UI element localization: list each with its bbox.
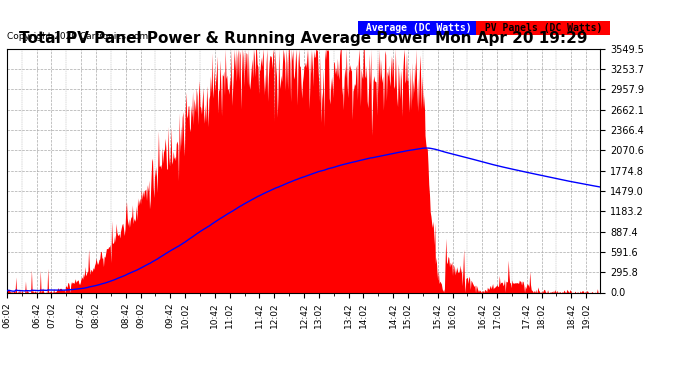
Text: Copyright 2020 Cartronics.com: Copyright 2020 Cartronics.com [7,32,148,41]
Text: Average (DC Watts): Average (DC Watts) [360,23,477,33]
Title: Total PV Panel Power & Running Average Power Mon Apr 20 19:29: Total PV Panel Power & Running Average P… [19,31,588,46]
Text: PV Panels (DC Watts): PV Panels (DC Watts) [479,23,608,33]
